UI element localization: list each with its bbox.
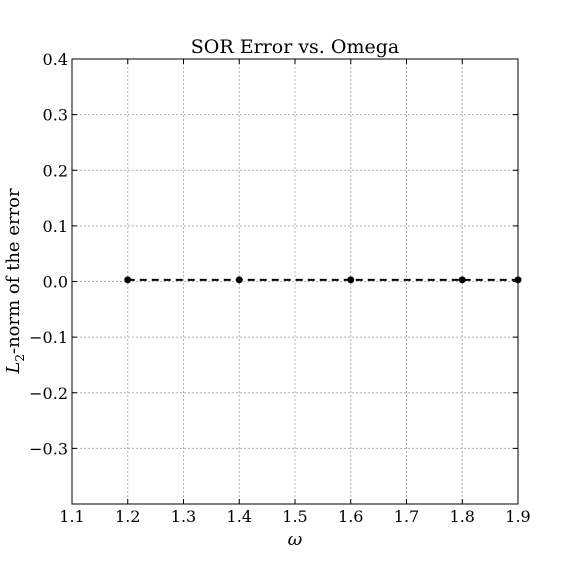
y-tick-label: 0.0 — [43, 273, 68, 292]
y-axis-label-symbol: L — [3, 362, 24, 375]
x-tick-label: 1.5 — [282, 507, 307, 526]
data-point — [347, 276, 355, 284]
y-tick-label: 0.1 — [43, 217, 68, 236]
y-axis-label: L2-norm of the error — [3, 188, 27, 375]
x-tick-label: 1.6 — [338, 507, 363, 526]
x-tick-label: 1.2 — [115, 507, 140, 526]
y-tick-labels: −0.3 −0.2 −0.1 0.0 0.1 0.2 0.3 0.4 — [29, 50, 68, 458]
chart-title: SOR Error vs. Omega — [191, 36, 399, 58]
y-tick-label: 0.3 — [43, 106, 68, 125]
y-axis-label-subscript: 2 — [13, 354, 27, 362]
x-tick-label: 1.1 — [59, 507, 84, 526]
grid — [72, 59, 518, 504]
data-point — [458, 276, 466, 284]
y-tick-label: −0.2 — [29, 384, 68, 403]
x-tick-label: 1.4 — [227, 507, 252, 526]
data-point — [124, 276, 132, 284]
y-tick-label: −0.1 — [29, 328, 68, 347]
plot-frame — [71, 58, 519, 505]
x-axis-label: ω — [288, 529, 303, 550]
x-tick-labels: 1.1 1.2 1.3 1.4 1.5 1.6 1.7 1.8 1.9 — [59, 507, 530, 526]
y-axis-label-text: -norm of the error — [3, 188, 24, 354]
y-tick-label: 0.2 — [43, 161, 68, 180]
x-tick-label: 1.7 — [394, 507, 419, 526]
x-tick-label: 1.3 — [171, 507, 196, 526]
x-tick-label: 1.9 — [505, 507, 530, 526]
y-tick-label: 0.4 — [43, 50, 68, 69]
ticks — [71, 58, 519, 504]
y-tick-label: −0.3 — [29, 439, 68, 458]
x-tick-label: 1.8 — [450, 507, 475, 526]
series — [124, 276, 522, 284]
data-point — [235, 276, 243, 284]
